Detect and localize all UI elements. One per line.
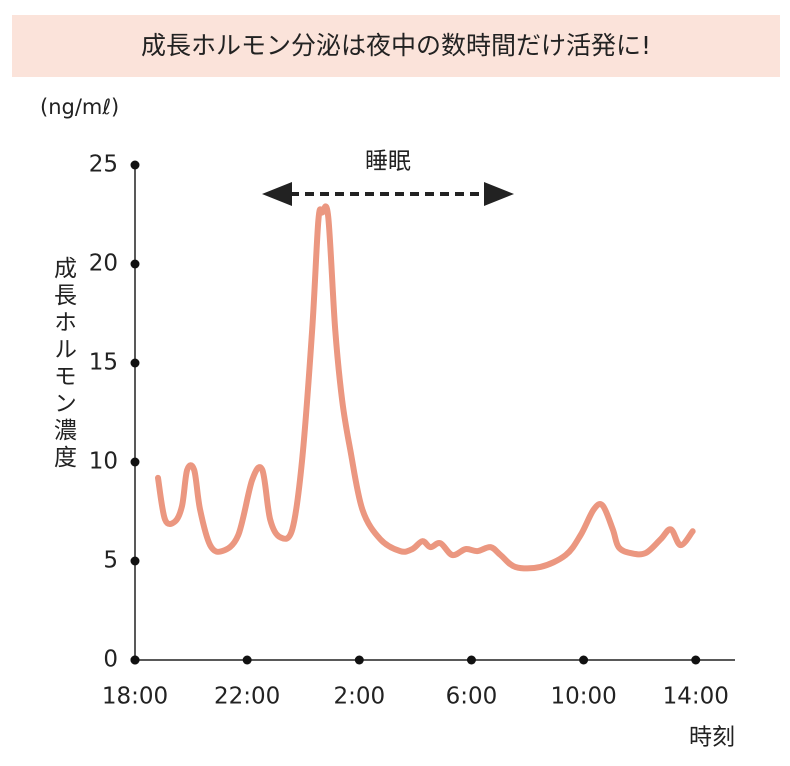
sleep-arrow-head (262, 182, 292, 206)
x-tick-label: 14:00 (663, 684, 729, 710)
y-tick-label: 0 (103, 647, 118, 673)
x-axis-label: 時刻 (689, 725, 735, 751)
y-tick-label: 15 (89, 350, 118, 376)
y-tick-label: 5 (103, 548, 118, 574)
x-tick-dot (466, 655, 476, 665)
x-tick-label: 10:00 (550, 684, 616, 710)
x-tick-label: 18:00 (102, 684, 168, 710)
y-tick-label: 10 (89, 449, 118, 475)
y-tick-dot (130, 259, 140, 269)
data-line (154, 203, 696, 572)
x-tick-dot (579, 655, 589, 665)
y-tick-label: 25 (89, 152, 118, 178)
y-tick-label: 20 (89, 251, 118, 277)
x-tick-label: 2:00 (333, 684, 385, 710)
y-tick-dot (130, 358, 140, 368)
x-tick-dot (242, 655, 252, 665)
title-banner (12, 15, 780, 77)
y-tick-dot (130, 457, 140, 467)
x-tick-dot (354, 655, 364, 665)
x-tick-label: 6:00 (446, 684, 498, 710)
y-tick-dot (130, 556, 140, 566)
x-tick-dot (130, 655, 140, 665)
x-tick-dot (691, 655, 701, 665)
y-tick-dot (130, 160, 140, 170)
x-tick-label: 22:00 (214, 684, 280, 710)
unit-label: (ng/mℓ) (40, 95, 119, 119)
y-axis-label: 成長ホルモン濃度 (50, 256, 78, 472)
chart-title: 成長ホルモン分泌は夜中の数時間だけ活発に! (141, 31, 651, 60)
sleep-arrow-head (484, 182, 514, 206)
annotation: 睡眠 (365, 149, 411, 175)
